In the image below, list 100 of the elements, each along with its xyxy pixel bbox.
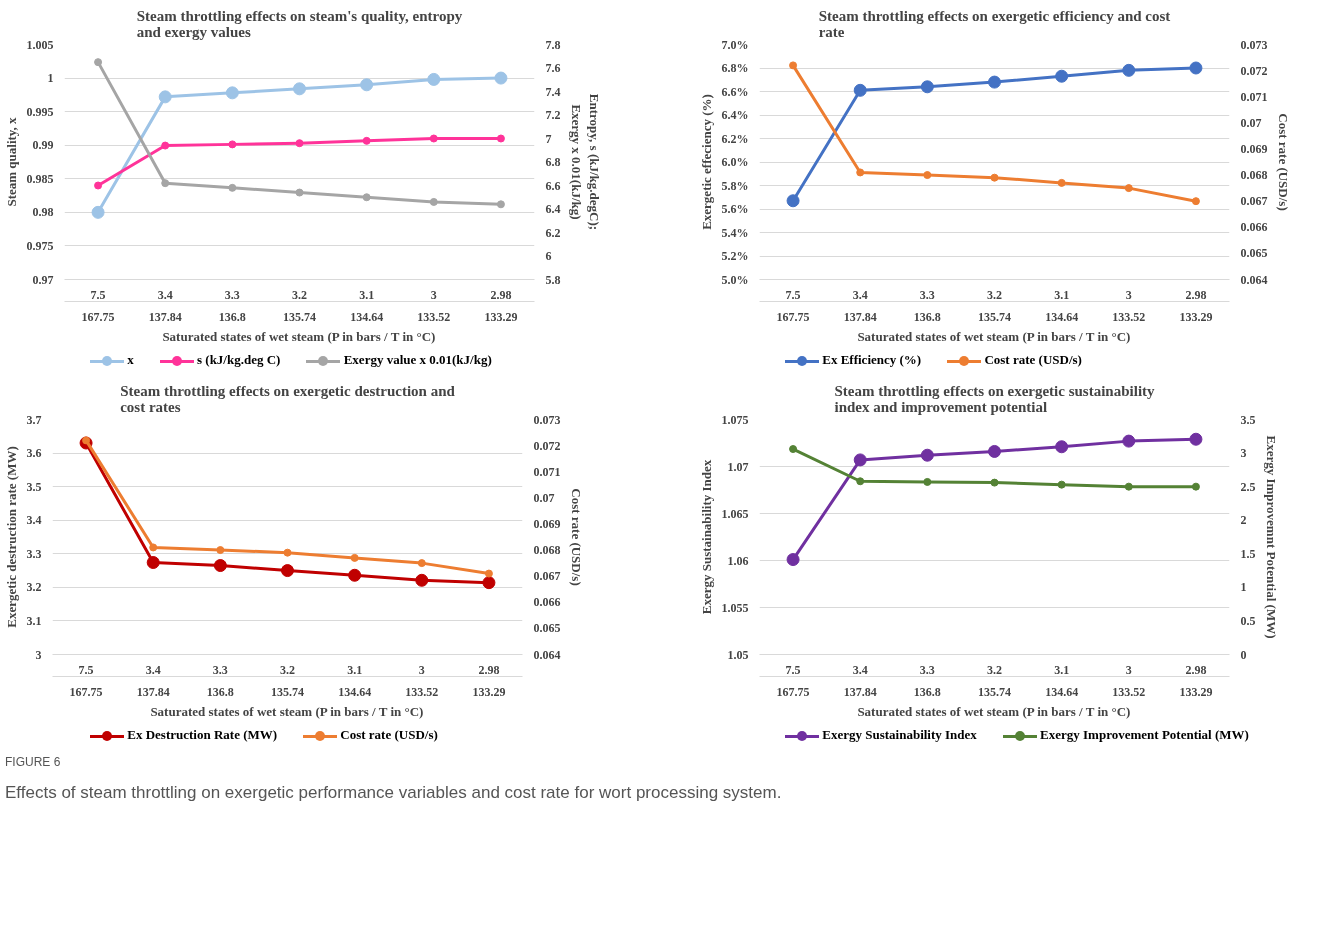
category-label: 3.2 135.74 — [978, 662, 1011, 699]
y2-tick-label: 6.8 — [545, 155, 561, 169]
y-tick-label: 0.995 — [26, 104, 54, 119]
y-tick-label: 3.6 — [26, 445, 42, 460]
y-tick-label: 3 — [35, 647, 42, 662]
y2-tick-label: 3 — [1240, 445, 1247, 460]
y2-tick-label: 7.8 — [545, 37, 561, 52]
legend-label: Ex Destruction Rate (MW) — [127, 726, 278, 742]
y2-tick-label: 7.2 — [545, 108, 561, 122]
y2-tick-label: 3.5 — [1240, 412, 1256, 427]
y-tick-label: 0.98 — [32, 205, 54, 220]
y-tick-label: 1.005 — [26, 37, 54, 52]
category-label: 3.3 136.8 — [206, 662, 234, 699]
category-label: 3.3 136.8 — [218, 287, 246, 324]
legend-label: Exergy Sustainability Index — [822, 726, 977, 742]
y2-tick-label: 0.5 — [1240, 613, 1256, 628]
legend-label: Exergy Improvement Potential (MW) — [1040, 726, 1249, 742]
y2-tick-label: 2.5 — [1240, 479, 1256, 494]
category-label: 2.98 133.29 — [1179, 287, 1213, 324]
legend-label: x — [127, 352, 134, 367]
y2-tick-label: 0.068 — [1240, 168, 1268, 183]
y2-tick-label: 0.067 — [533, 568, 561, 583]
y2-tick-label: 6.4 — [545, 202, 561, 216]
y-tick-label: 7.0% — [721, 37, 749, 52]
y2-tick-label: 0.073 — [1240, 37, 1268, 52]
category-label: 2.98 133.29 — [484, 287, 518, 324]
y2-tick-label: 2 — [1240, 512, 1247, 527]
y-tick-label: 3.5 — [26, 479, 42, 494]
x-axis-title: Saturated states of wet steam (P in bars / T in °C) — [857, 328, 1131, 344]
category-label: 3 133.52 — [1112, 662, 1146, 699]
y2-tick-label: 0.072 — [1240, 63, 1268, 78]
category-label: 3 133.52 — [1112, 287, 1146, 324]
y-tick-label: 5.0% — [721, 272, 749, 287]
y-axis-title: Exergy Sustainability Index — [698, 458, 714, 614]
y2-tick-label: 7.6 — [545, 61, 561, 75]
category-label: 3.1 134.64 — [338, 662, 372, 699]
y-tick-label: 6.6% — [721, 84, 749, 99]
y-tick-label: 0.99 — [32, 138, 54, 153]
y-tick-label: 1.075 — [721, 412, 749, 427]
chart-title: Steam throttling effects on exergetic destruction and cost rates — [120, 382, 456, 415]
y2-tick-label: 0.071 — [1240, 89, 1268, 104]
category-label: 7.5 167.75 — [776, 287, 810, 324]
y2-tick-label: 0.064 — [533, 647, 561, 662]
category-label: 3.2 135.74 — [978, 287, 1011, 324]
y-tick-label: 6.8% — [721, 61, 749, 75]
category-label: 3.1 134.64 — [1045, 287, 1079, 324]
category-label: 3.2 135.74 — [271, 662, 304, 699]
y-tick-label: 1.065 — [721, 506, 749, 521]
y-tick-label: 1.05 — [727, 647, 749, 662]
category-label: 3.1 134.64 — [1045, 662, 1079, 699]
x-axis-title: Saturated states of wet steam (P in bars / T in °C) — [857, 703, 1131, 719]
y-tick-label: 1 — [47, 71, 54, 86]
x-axis-title: Saturated states of wet steam (P in bars / T in °C) — [150, 703, 424, 719]
legend-label: s (kJ/kg.deg C) — [197, 352, 281, 367]
category-label: 7.5 167.75 — [69, 662, 103, 699]
category-label: 3 133.52 — [405, 662, 439, 699]
category-label: 3.3 136.8 — [913, 287, 941, 324]
y2-tick-label: 6 — [545, 249, 552, 263]
category-label: 3.3 136.8 — [913, 662, 941, 699]
y2-tick-label: 0 — [1240, 647, 1247, 662]
y-tick-label: 5.6% — [721, 202, 749, 216]
legend-label: Cost rate (USD/s) — [984, 352, 1082, 367]
category-label: 2.98 133.29 — [472, 662, 506, 699]
category-label: 3.4 137.84 — [136, 662, 170, 699]
y2-tick-label: 0.065 — [533, 620, 561, 635]
category-label: 3.4 137.84 — [148, 287, 182, 324]
y-tick-label: 1.07 — [727, 459, 749, 474]
y-tick-label: 3.2 — [26, 579, 42, 594]
caption: FIGURE 6 — [5, 754, 61, 772]
y2-tick-label: 0.066 — [533, 594, 561, 609]
y-tick-label: 1.06 — [727, 553, 749, 568]
y-tick-label: 6.2% — [721, 131, 749, 146]
y2-tick-label: 0.068 — [533, 542, 561, 557]
y2-axis-title: Entropy, s (kJ/kg.degC); Exergy x 0.01(kJ/kg) — [568, 93, 602, 231]
y2-tick-label: 0.069 — [1240, 141, 1268, 156]
chart-title: Steam throttling effects on exergetic sustainability index and improvement potential — [834, 382, 1156, 415]
text: Effects of steam throttling on exergetic performance variables and cost rate for wort processing system. — [5, 782, 782, 805]
y2-tick-label: 0.069 — [533, 516, 561, 531]
y-tick-label: 3.1 — [26, 613, 42, 628]
y2-tick-label: 0.067 — [1240, 194, 1268, 209]
chart-title: Steam throttling effects on steam's quality, entropy and exergy values — [136, 7, 463, 40]
y-tick-label: 3.3 — [26, 546, 42, 561]
legend-label: Cost rate (USD/s) — [340, 726, 438, 742]
category-label: 2.98 133.29 — [1179, 662, 1213, 699]
category-label: 3.1 134.64 — [350, 287, 384, 324]
y-tick-label: 6.4% — [721, 108, 749, 122]
y-tick-label: 0.975 — [26, 238, 54, 253]
y-tick-label: 0.97 — [32, 272, 54, 287]
legend-label: Ex Efficiency (%) — [822, 352, 922, 367]
y2-tick-label: 6.2 — [545, 225, 561, 240]
y-tick-label: 5.2% — [721, 249, 749, 263]
x-axis-title: Saturated states of wet steam (P in bars / T in °C) — [162, 328, 436, 344]
category-label: 3 133.52 — [417, 287, 451, 324]
y2-tick-label: 0.066 — [1240, 220, 1268, 235]
y-axis-title: Exergetic effeciency (%) — [698, 94, 714, 230]
y2-tick-label: 5.8 — [545, 272, 561, 287]
y2-tick-label: 0.07 — [1240, 115, 1262, 130]
category-label: 3.4 137.84 — [843, 662, 877, 699]
y2-tick-label: 0.064 — [1240, 272, 1268, 287]
category-label: 3.2 135.74 — [283, 287, 316, 324]
